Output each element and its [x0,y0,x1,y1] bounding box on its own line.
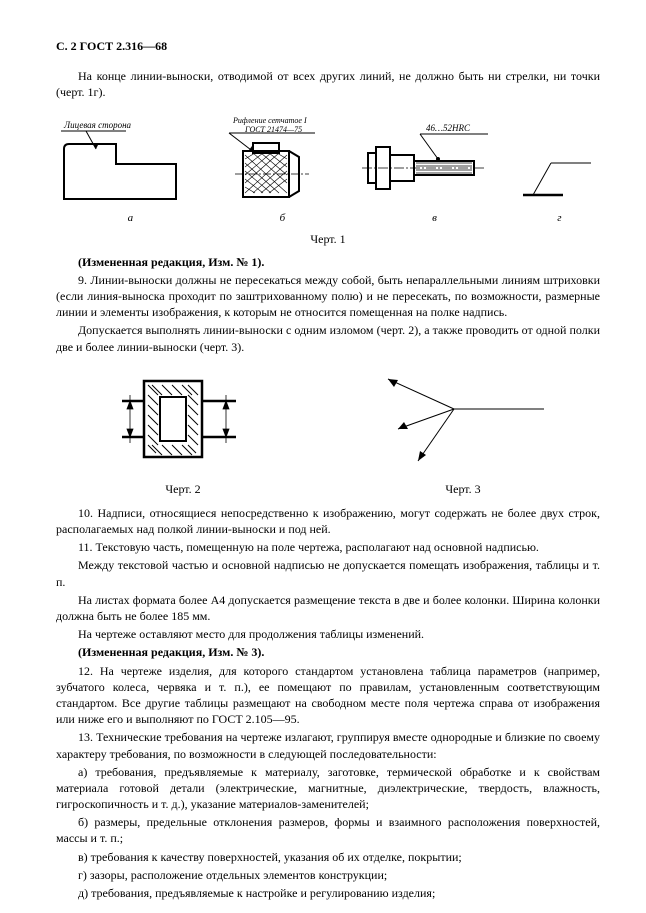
para-9: 9. Линии-выноски должны не пересекаться … [56,272,600,321]
para-13b: б) размеры, предельные отклонения размер… [56,814,600,846]
para-13d: г) зазоры, расположение отдельных элемен… [56,867,600,883]
para-11b: Между текстовой частью и основной надпис… [56,557,600,589]
para-9b: Допускается выполнять линии-выноски с од… [56,322,600,354]
fig1d-label: г [519,211,600,226]
fig3: Черт. 3 [378,365,548,503]
fig1a-label: а [56,211,205,226]
para-12: 12. На чертеже изделия, для которого ста… [56,663,600,728]
para-13: 13. Технические требования на чертеже из… [56,729,600,761]
figure-2-3-row: Черт. 2 Черт. 3 [56,365,600,503]
para-13c: в) требования к качеству поверхностей, у… [56,849,600,865]
para-13a: а) требования, предъявляемые к материалу… [56,764,600,813]
para-11: 11. Текстовую часть, помещенную на поле … [56,539,600,555]
para-13e: д) требования, предъявляемые к настройке… [56,885,600,901]
fig2-caption: Черт. 2 [108,481,258,497]
para-izm3: (Измененная редакция, Изм. № 3). [56,644,600,660]
fig1b-label: б [215,211,350,226]
fig1b: Рифление сетчатое I ГОСТ 21474—75 [215,113,350,226]
fig2: Черт. 2 [108,365,258,503]
fig1c: 46…52HRC в [360,119,509,226]
svg-text:46…52HRC: 46…52HRC [426,123,471,133]
para-izm1: (Измененная редакция, Изм. № 1). [56,254,600,270]
figure-1-row: Лицевая сторона а Рифление сетчатое I ГО… [56,113,600,226]
page-header: С. 2 ГОСТ 2.316—68 [56,38,600,54]
para-11c: На листах формата более А4 допускается р… [56,592,600,624]
fig1a: Лицевая сторона а [56,119,205,226]
svg-text:Лицевая сторона: Лицевая сторона [63,120,132,130]
fig3-caption: Черт. 3 [378,481,548,497]
para-intro: На конце линии-выноски, отводимой от все… [56,68,600,100]
fig1-caption: Черт. 1 [56,231,600,247]
para-10: 10. Надписи, относящиеся непосредственно… [56,505,600,537]
para-11d: На чертеже оставляют место для продолжен… [56,626,600,642]
svg-text:Рифление сетчатое I: Рифление сетчатое I [232,116,307,125]
fig1c-label: в [360,211,509,226]
fig1d: г [519,139,600,226]
